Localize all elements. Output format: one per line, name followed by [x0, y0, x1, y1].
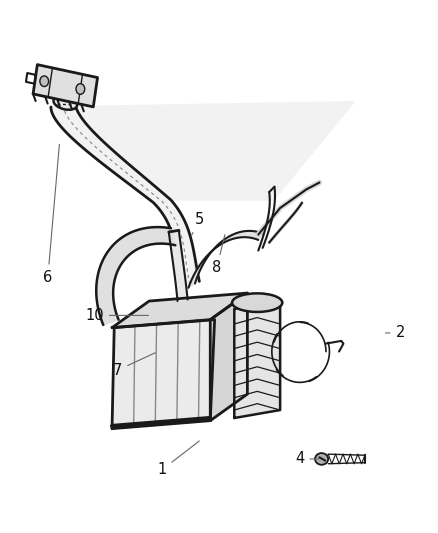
Text: 5: 5 [192, 212, 204, 235]
Polygon shape [112, 320, 215, 429]
Polygon shape [169, 230, 187, 301]
Text: 2: 2 [385, 326, 405, 341]
Polygon shape [234, 301, 280, 418]
Polygon shape [33, 64, 98, 107]
Circle shape [40, 76, 49, 86]
Text: 10: 10 [85, 308, 148, 323]
Polygon shape [188, 231, 263, 288]
Circle shape [76, 84, 85, 94]
Ellipse shape [53, 96, 77, 110]
Text: 4: 4 [295, 451, 319, 466]
Text: 6: 6 [43, 144, 60, 285]
Text: 8: 8 [212, 235, 225, 275]
Polygon shape [112, 293, 247, 328]
Polygon shape [96, 227, 175, 325]
Ellipse shape [232, 293, 283, 312]
Ellipse shape [315, 453, 328, 465]
Polygon shape [51, 102, 354, 285]
Polygon shape [210, 293, 247, 421]
Text: 1: 1 [158, 441, 199, 477]
Text: 7: 7 [113, 353, 155, 378]
